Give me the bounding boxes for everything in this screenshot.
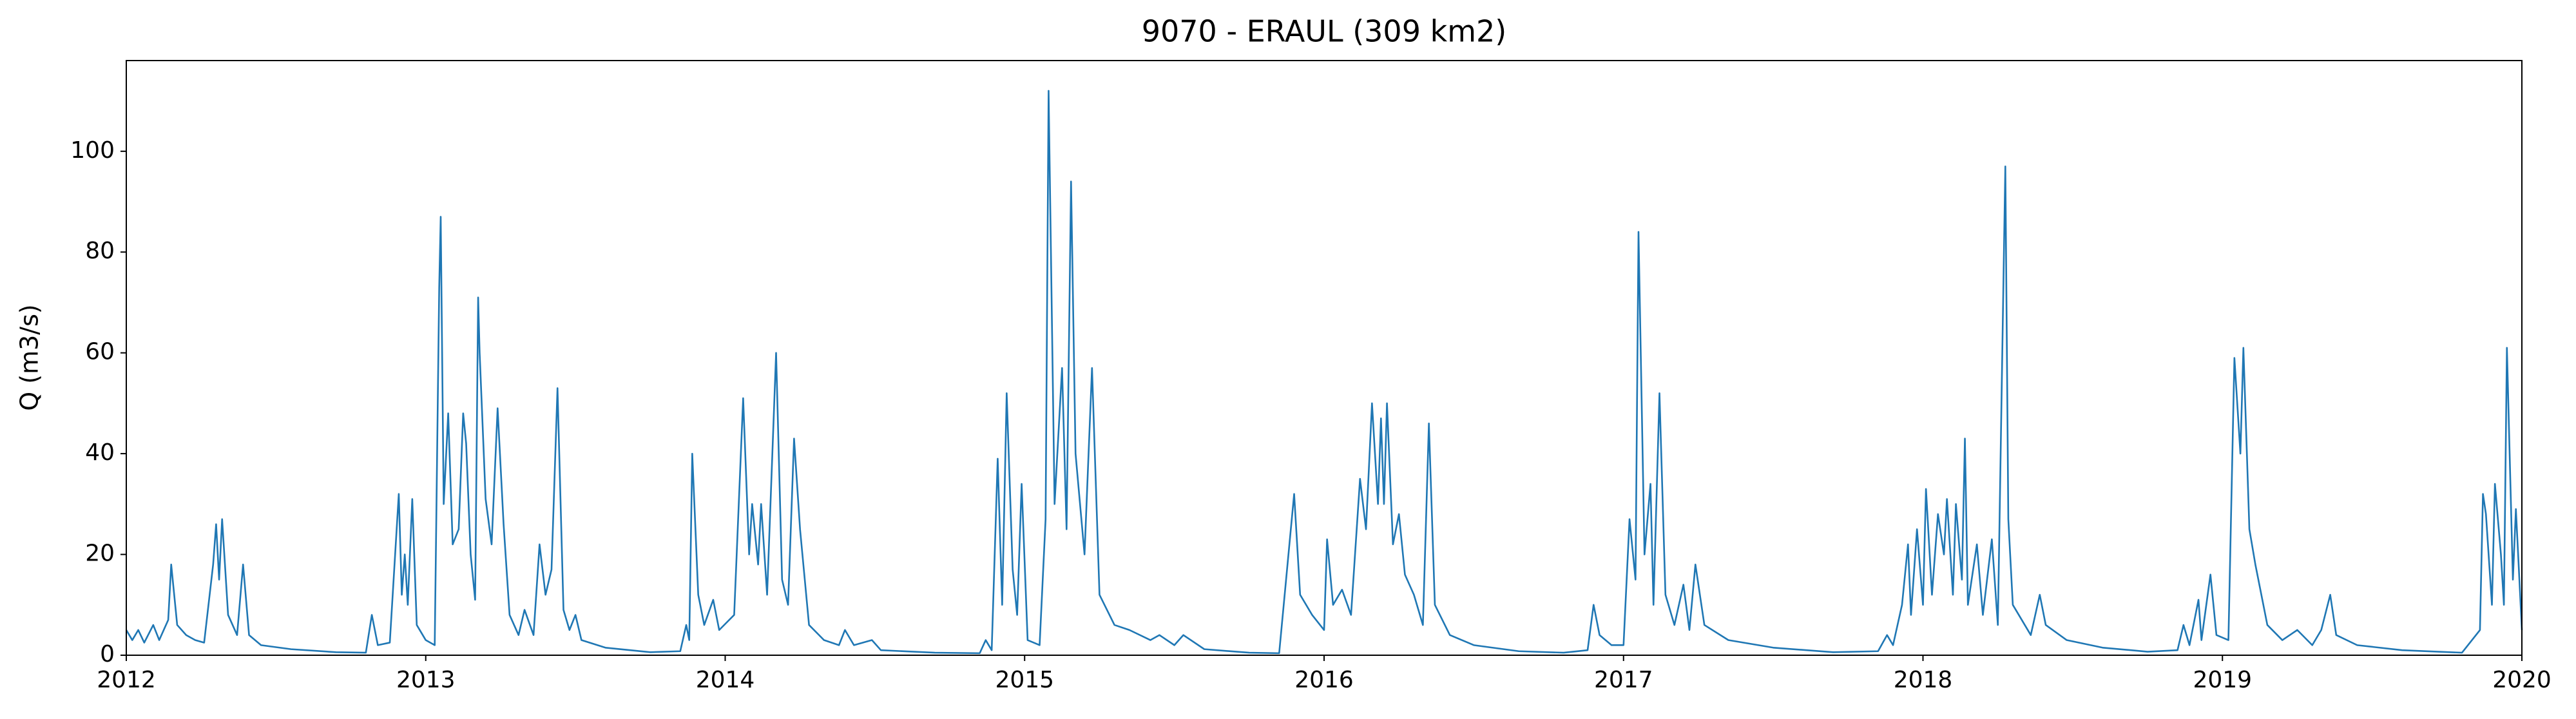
y-tick-label: 60 [85, 339, 115, 365]
data-line [125, 90, 2523, 655]
x-tick-label: 2016 [1294, 667, 1354, 693]
chart-title: 9070 - ERAUL (309 km2) [1142, 14, 1507, 49]
y-tick-label: 20 [85, 541, 115, 567]
x-tick-label: 2018 [1894, 667, 1953, 693]
y-axis-label: Q (m3/s) [15, 304, 44, 410]
y-tick-label: 100 [70, 137, 115, 164]
y-tick-label: 80 [85, 238, 115, 264]
plot-frame [126, 60, 2523, 656]
y-tick-label: 40 [85, 439, 115, 466]
x-tick-label: 2019 [2193, 667, 2252, 693]
x-tick-label: 2012 [97, 667, 156, 693]
x-tick-label: 2020 [2492, 667, 2552, 693]
x-tick-label: 2013 [396, 667, 456, 693]
x-tick-label: 2015 [995, 667, 1054, 693]
x-tick-label: 2014 [696, 667, 755, 693]
y-tick-label: 0 [100, 641, 115, 667]
x-tick-label: 2017 [1594, 667, 1653, 693]
